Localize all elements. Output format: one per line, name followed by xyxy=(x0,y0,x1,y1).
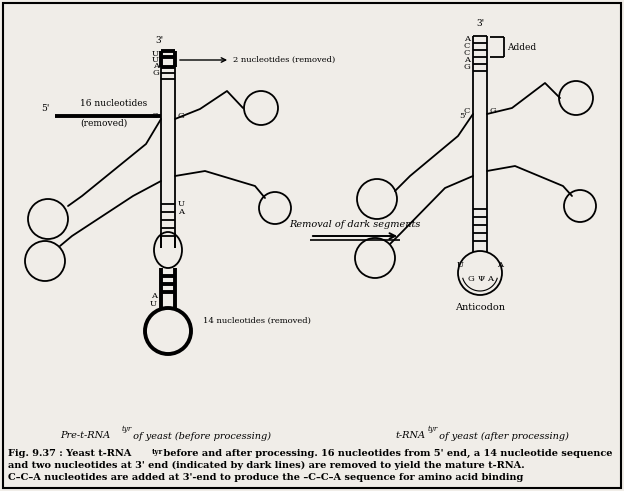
Text: G: G xyxy=(490,107,497,115)
Text: 5': 5' xyxy=(459,112,467,120)
Text: U: U xyxy=(457,261,464,269)
Text: U: U xyxy=(150,300,157,308)
Text: A: A xyxy=(497,261,503,269)
Text: before and after processing. 16 nucleotides from 5' end, a 14 nucleotide sequenc: before and after processing. 16 nucleoti… xyxy=(160,449,613,458)
Text: A: A xyxy=(464,56,470,64)
Text: 14 nucleotides (removed): 14 nucleotides (removed) xyxy=(203,317,311,325)
Text: 3': 3' xyxy=(476,19,484,28)
Text: U: U xyxy=(178,200,185,208)
Text: A: A xyxy=(487,275,493,283)
Text: C: C xyxy=(464,49,470,57)
Text: C: C xyxy=(152,112,158,120)
Text: A: A xyxy=(151,292,157,300)
Text: 3': 3' xyxy=(155,36,163,45)
Text: C: C xyxy=(464,107,470,115)
Text: t-RNA: t-RNA xyxy=(395,432,425,440)
Text: Fig. 9.37 : Yeast t-RNA: Fig. 9.37 : Yeast t-RNA xyxy=(8,449,132,458)
Text: A: A xyxy=(464,35,470,43)
Text: U: U xyxy=(152,50,159,58)
Text: A: A xyxy=(153,62,159,70)
Text: A: A xyxy=(178,208,184,216)
Text: Ψ: Ψ xyxy=(477,275,485,283)
Text: tyr: tyr xyxy=(152,448,163,456)
Text: of yeast (after processing): of yeast (after processing) xyxy=(436,432,569,440)
Text: Removal of dark segments: Removal of dark segments xyxy=(290,219,421,228)
Text: C–C–A nucleotides are added at 3'-end to produce the –C–C–A sequence for amino a: C–C–A nucleotides are added at 3'-end to… xyxy=(8,473,524,482)
Text: 16 nucleotides: 16 nucleotides xyxy=(80,99,147,108)
Text: U: U xyxy=(152,56,159,64)
Text: G: G xyxy=(467,275,474,283)
Text: G: G xyxy=(178,112,185,120)
Text: Anticodon: Anticodon xyxy=(455,303,505,312)
Text: 2 nucleotides (removed): 2 nucleotides (removed) xyxy=(233,56,335,64)
Text: of yeast (before processing): of yeast (before processing) xyxy=(130,432,271,440)
Text: G: G xyxy=(152,69,159,77)
Text: Added: Added xyxy=(507,43,536,52)
Text: tyr: tyr xyxy=(122,425,132,433)
Text: G: G xyxy=(463,63,470,71)
Text: C: C xyxy=(464,42,470,50)
Text: (removed): (removed) xyxy=(80,119,127,128)
Text: Pre-t-RNA: Pre-t-RNA xyxy=(60,432,110,440)
Text: tyr: tyr xyxy=(428,425,438,433)
Text: 5': 5' xyxy=(42,104,50,113)
Text: and two nucleotides at 3' end (indicated by dark lines) are removed to yield the: and two nucleotides at 3' end (indicated… xyxy=(8,461,525,470)
